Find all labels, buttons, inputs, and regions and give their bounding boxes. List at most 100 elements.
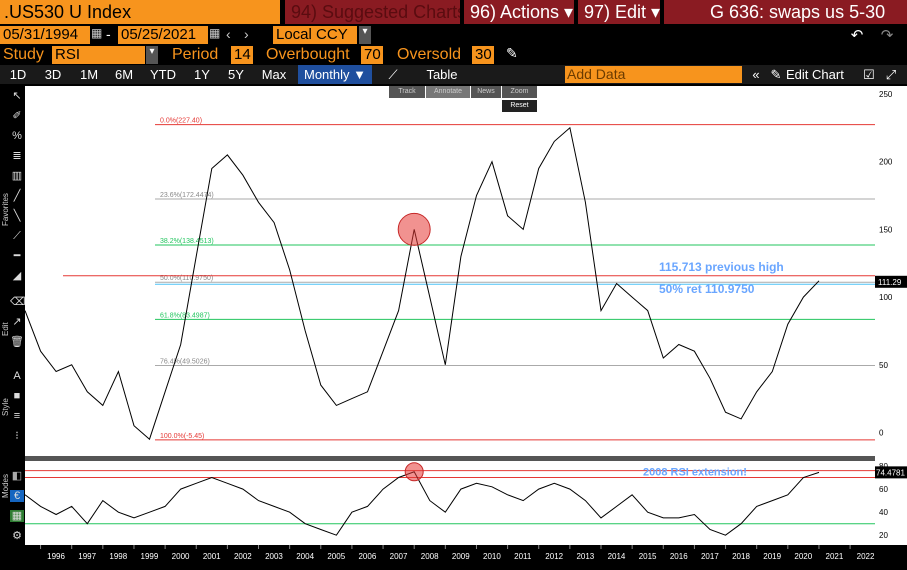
range-1m[interactable]: 1M	[79, 67, 99, 82]
fib-level-label: 0.0%(227.40)	[160, 118, 202, 125]
retracement-annotation: 50% ret 110.9750	[659, 282, 755, 296]
dots-icon[interactable]: ⁝	[15, 430, 19, 442]
eraser-icon[interactable]: ⌫	[10, 296, 26, 308]
settings-icon[interactable]: ☑	[863, 67, 875, 82]
rsi-last-value-badge	[875, 466, 907, 479]
track-button[interactable]: Track	[389, 86, 425, 98]
overbought-input[interactable]: 70	[361, 46, 383, 64]
currency-mode-icon[interactable]: €	[10, 490, 24, 502]
suggested-charts-button[interactable]: 94) Suggested Charts	[285, 0, 460, 24]
highlight-circle-price	[397, 212, 431, 246]
x-tick-label: 2000	[172, 552, 190, 561]
range-max[interactable]: Max	[261, 67, 287, 82]
chevron-down-icon[interactable]: ▾	[359, 26, 371, 44]
add-data-input[interactable]: Add Data	[565, 66, 742, 83]
x-tick-label: 2012	[545, 552, 563, 561]
x-tick-label: 2010	[483, 552, 501, 561]
x-tick-label: 2003	[265, 552, 283, 561]
edit-chart-button[interactable]: Edit Chart	[786, 67, 844, 82]
start-date-input[interactable]: 05/31/1994	[0, 26, 90, 44]
date-row: 05/31/1994 ▦ - 05/25/2021 ▦ ‹ › Local CC…	[0, 25, 907, 45]
grid-mode-icon[interactable]: ▦	[10, 510, 24, 522]
levels-icon[interactable]: ≣	[12, 150, 22, 162]
frequency-select[interactable]: Monthly ▼	[298, 65, 372, 84]
gear-icon[interactable]: ⚙	[12, 530, 22, 542]
text-icon[interactable]: A	[13, 370, 21, 382]
arrow-icon[interactable]: ↗	[12, 316, 22, 328]
range-3d[interactable]: 3D	[44, 67, 62, 82]
page-title: G 636: swaps us 5-30	[664, 0, 907, 24]
study-label: Study	[3, 46, 44, 63]
line-tool-icon[interactable]: ⟋	[13, 230, 21, 242]
oversold-label: Oversold	[397, 46, 462, 63]
end-date-input[interactable]: 05/25/2021	[118, 26, 208, 44]
pen-icon[interactable]: ✐	[12, 110, 22, 122]
price-chart[interactable]: 0.0%(227.40) 23.6%(172.4474) 38.2%(138.451…	[24, 86, 875, 545]
range-ytd[interactable]: YTD	[150, 67, 176, 82]
fib-level-label: 23.6%(172.4474)	[160, 192, 214, 199]
range-5y[interactable]: 5Y	[228, 67, 244, 82]
ticker-field[interactable]: .US530 U Index	[0, 0, 280, 24]
calendar-icon[interactable]: ▦	[209, 26, 221, 40]
y-tick-label: 200	[879, 158, 893, 167]
highlight-circle-rsi	[404, 462, 424, 482]
undo-icon[interactable]: ↶	[850, 27, 864, 44]
drawing-palette: ↖ ✐ % ≣ ▥ ╱ ╲ ⟋ ━ ◢ ⌫ ↗ 🗑 A ■ ≡ ⁝ ◧ € ▦ …	[0, 86, 26, 565]
news-button[interactable]: News	[471, 86, 501, 98]
chevron-left-icon[interactable]: ‹	[226, 26, 231, 42]
reset-button[interactable]: Reset	[502, 100, 537, 112]
range-1y[interactable]: 1Y	[194, 67, 210, 82]
x-tick-label: 2022	[857, 552, 875, 561]
annotate-button[interactable]: Annotate	[426, 86, 470, 98]
x-tick-label: 2005	[327, 552, 345, 561]
edit-menu[interactable]: 97) Edit ▾	[578, 0, 660, 24]
chevron-right-icon[interactable]: ›	[244, 26, 249, 42]
line-style-icon[interactable]: ≡	[13, 410, 21, 422]
fib-retracement-icon[interactable]: ▥	[11, 170, 23, 182]
x-tick-label: 2013	[576, 552, 594, 561]
style-label: Style	[1, 398, 10, 416]
currency-select[interactable]: Local CCY	[273, 26, 357, 44]
y-tick-label: 250	[879, 90, 893, 99]
hline-icon[interactable]: ━	[13, 250, 21, 262]
actions-menu[interactable]: 96) Actions ▾	[464, 0, 574, 24]
x-tick-label: 2001	[203, 552, 221, 561]
chart-tool-overlay: Track Annotate News Zoom Reset	[389, 86, 537, 114]
x-tick-label: 1999	[141, 552, 159, 561]
table-button[interactable]: Table	[426, 67, 458, 82]
range-6m[interactable]: 6M	[114, 67, 134, 82]
edit-label: Edit	[1, 322, 10, 336]
chart-panel[interactable]: 0.0%(227.40) 23.6%(172.4474) 38.2%(138.451…	[24, 86, 875, 545]
mode-icon[interactable]: ◧	[11, 470, 23, 482]
overbought-label: Overbought	[266, 46, 350, 63]
cursor-icon[interactable]: ↖	[12, 90, 22, 102]
pencil-icon[interactable]: ✎	[506, 45, 518, 61]
ray-icon[interactable]: ◢	[12, 270, 22, 282]
study-select[interactable]: RSI	[52, 46, 145, 64]
x-tick-label: 2018	[732, 552, 750, 561]
calendar-icon[interactable]: ▦	[91, 26, 103, 40]
x-tick-label: 2011	[514, 552, 532, 561]
brush-icon[interactable]: ╲	[13, 210, 21, 222]
zoom-button[interactable]: Zoom	[502, 86, 537, 98]
pencil-icon[interactable]: ✎	[770, 67, 782, 82]
range-1d[interactable]: 1D	[9, 67, 27, 82]
chevron-down-icon[interactable]: ▾	[146, 46, 158, 64]
oversold-input[interactable]: 30	[472, 46, 494, 64]
rsi-tick-label: 60	[879, 485, 888, 494]
modes-label: Modes	[1, 473, 10, 498]
period-input[interactable]: 14	[231, 46, 253, 64]
ruler-icon[interactable]: ╱	[13, 190, 21, 202]
expand-icon[interactable]: ⤢	[885, 67, 897, 82]
collapse-icon[interactable]: «	[752, 67, 760, 82]
x-tick-label: 2002	[234, 552, 252, 561]
redo-icon[interactable]: ↷	[880, 27, 894, 44]
x-axis: 1996 1997 1998 1999 2000 2001 2002 2003 2004 2005…	[25, 545, 875, 565]
trash-icon[interactable]: 🗑	[10, 336, 24, 348]
line-chart-icon[interactable]: ⟋	[388, 67, 398, 82]
color-icon[interactable]: ■	[13, 390, 21, 402]
fib-icon[interactable]: %	[12, 130, 22, 142]
x-tick-label: 2016	[670, 552, 688, 561]
fib-level-label: 100.0%(-5.45)	[160, 433, 204, 440]
